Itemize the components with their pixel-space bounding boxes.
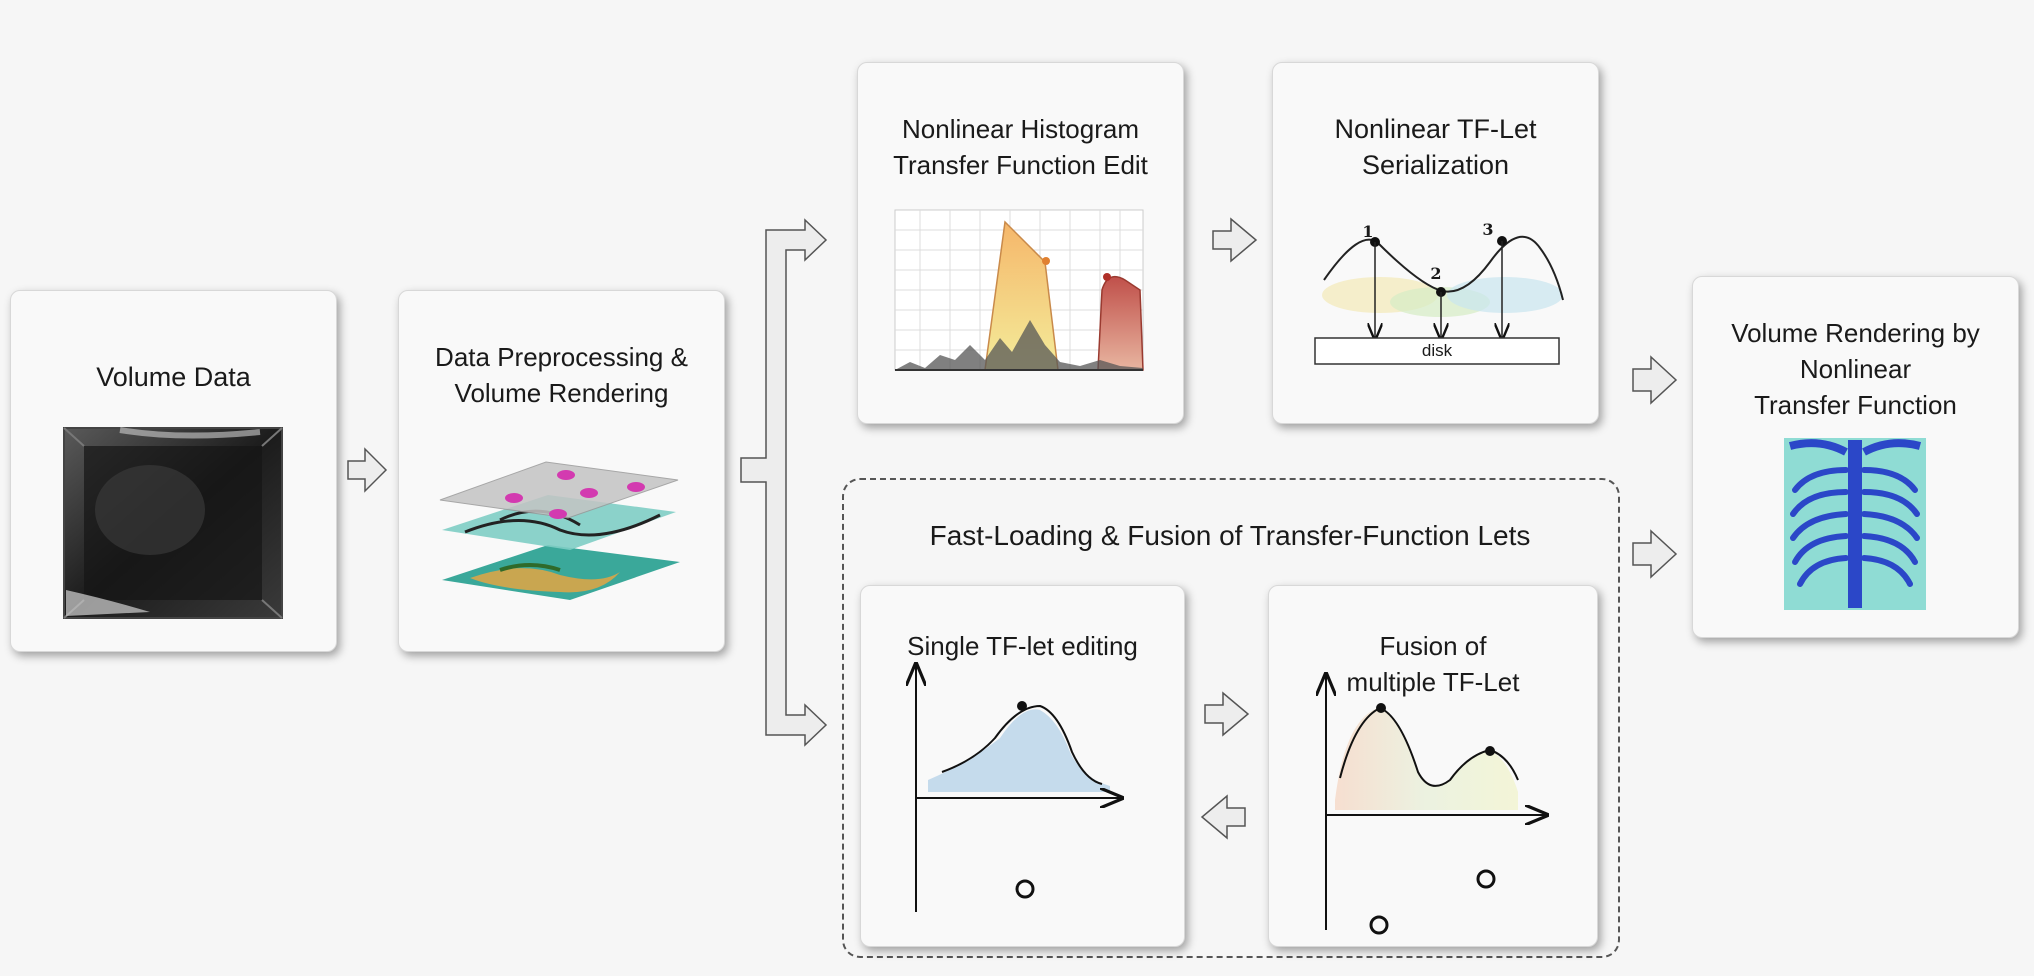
arrow-single-to-fusion [1204, 691, 1250, 737]
single-tflet-handle[interactable] [1015, 879, 1035, 899]
serialization-title: Nonlinear TF-Let Serialization [1334, 114, 1537, 180]
arrow-fusion-to-single [1200, 794, 1246, 840]
volume-data-image [63, 427, 283, 619]
histogram-title: Nonlinear Histogram Transfer Function Ed… [893, 114, 1148, 180]
serialization-point-3-label: 3 [1482, 220, 1494, 239]
disk-block [1314, 337, 1560, 365]
arrow-serial-to-output [1632, 355, 1678, 405]
preprocessing-title: Data Preprocessing & Volume Rendering [435, 342, 688, 408]
fusion-handle-b[interactable] [1369, 915, 1389, 935]
flow-arrows [347, 217, 1678, 840]
fusion-multiple-title: Fusion of multiple TF-Let [1346, 631, 1520, 697]
arrow-branch [740, 218, 828, 747]
histogram-chart [894, 209, 1144, 371]
volume-rendering-output-image [1784, 438, 1926, 610]
arrow-hist-to-serial [1212, 217, 1258, 263]
fusion-multiple-box: Fusion of multiple TF-Let [1268, 585, 1598, 947]
preprocessing-layers-icon [439, 461, 680, 600]
single-tflet-plot [916, 666, 1120, 912]
volume-data-title: Volume Data [96, 362, 251, 392]
fusion-group-title: Fast-Loading & Fusion of Transfer-Functi… [929, 520, 1531, 551]
disk-label: disk [1421, 341, 1453, 360]
output-title: Volume Rendering by Nonlinear Transfer F… [1731, 318, 1980, 420]
fusion-plot [1326, 676, 1545, 935]
serialization-point-2-label: 2 [1430, 264, 1442, 283]
fusion-group [842, 478, 1620, 958]
serialization-figure [1314, 235, 1564, 365]
arrow-fusion-to-output [1632, 529, 1678, 579]
serialization-point-1-label: 1 [1362, 222, 1374, 241]
single-edit-title: Single TF-let editing [907, 631, 1138, 661]
arrow-volume-to-preprocess [347, 447, 388, 493]
fusion-handle-a[interactable] [1476, 869, 1496, 889]
